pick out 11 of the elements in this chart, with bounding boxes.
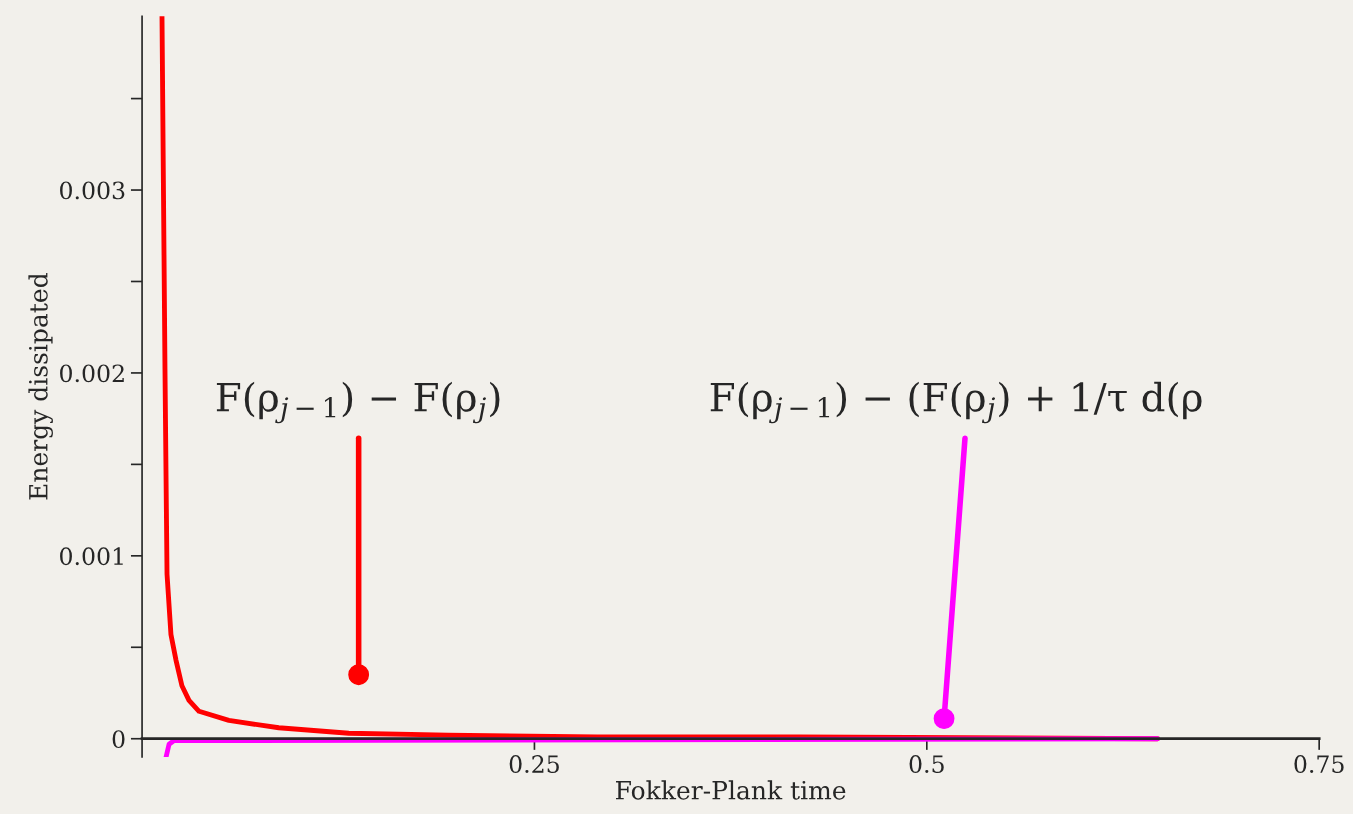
y-tick-label: 0.001 (60, 547, 123, 566)
annotation: F(ρ$_{j−1}$) − F(ρ$_{j}$) (216, 381, 500, 424)
y-tick-label: 0.002 (60, 364, 124, 383)
y-tick-label: 0.003 (60, 181, 125, 200)
x-tick-label: 0.75 (1294, 755, 1344, 773)
annotation: F(ρ$_{j−1}$) − (F(ρ$_{j}$) + 1/τ d(ρ (710, 381, 1202, 424)
x-tick-label: 0.5 (909, 755, 944, 773)
y-tick-label: 0 (112, 730, 125, 749)
x-tick-label: 0.25 (509, 755, 559, 773)
x-axis-title: Fokker-Plank time (616, 780, 846, 800)
y-axis-title: Energy dissipated (28, 273, 53, 500)
